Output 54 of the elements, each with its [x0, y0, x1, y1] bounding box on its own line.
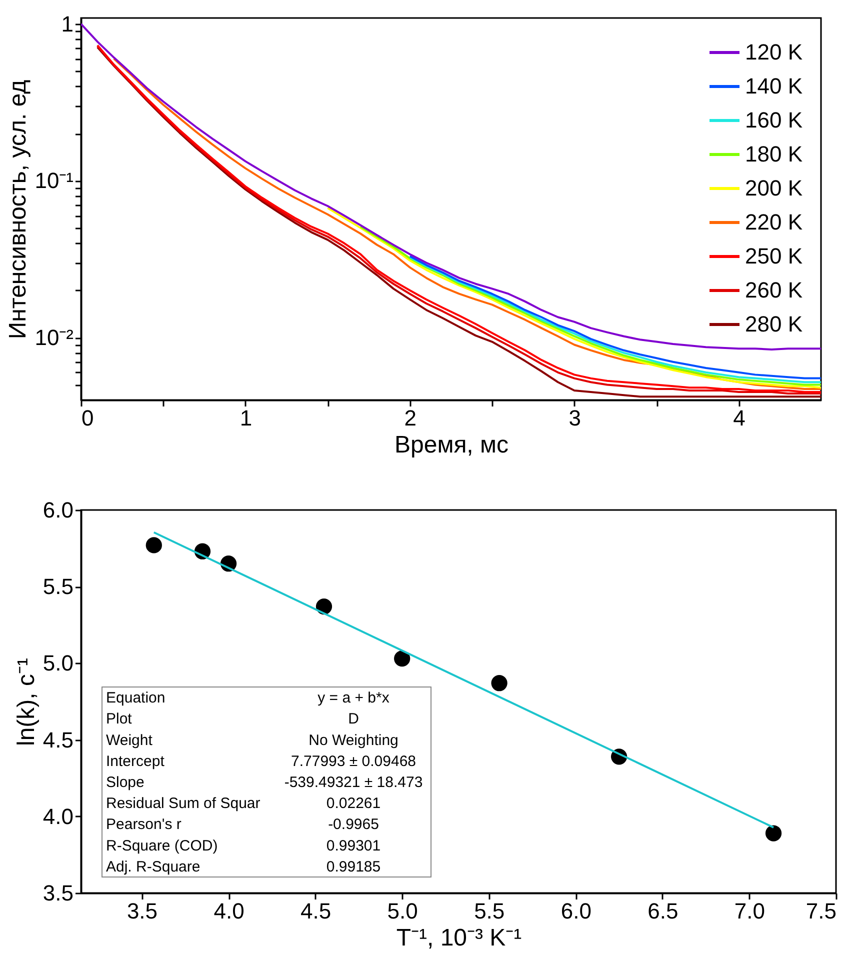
x-tick-label: 2: [404, 406, 417, 430]
y-tick-label: 4.5: [42, 727, 74, 752]
y-tick-label: 10⁻¹: [34, 168, 74, 194]
y-tick-label: 1: [61, 11, 74, 36]
x-tick-label: 4.0: [214, 898, 244, 924]
annotation: Adj. R-Square: [106, 858, 200, 876]
annotation: Plot: [106, 710, 133, 728]
x-tick-label: 3: [568, 406, 581, 430]
x-tick-label: 5.0: [387, 898, 418, 924]
annotation: No Weighting: [308, 732, 398, 749]
legend-label: 200 K: [745, 176, 803, 200]
legend-label: 280 K: [745, 312, 803, 336]
x-tick-label: 5.5: [474, 898, 505, 924]
x-tick-label: 7.5: [806, 898, 836, 924]
annotation: 0.02261: [326, 795, 381, 812]
annotation: y = a + b*x: [318, 690, 390, 707]
x-tick-label: 1: [240, 406, 252, 430]
annotation: 0.99301: [326, 837, 381, 854]
annotation: 0.99185: [326, 858, 381, 876]
legend-label: 250 K: [745, 244, 803, 268]
y-axis-title: ln(k), c⁻¹: [12, 658, 40, 746]
y-tick-label: 10⁻²: [34, 325, 74, 350]
annotation: D: [348, 710, 360, 728]
annotation: R-Square (COD): [106, 837, 218, 854]
x-tick-label: 4: [733, 406, 746, 430]
x-tick-label: 0: [82, 406, 94, 430]
legend-label: 180 K: [745, 142, 803, 166]
x-tick-label: 4.5: [300, 898, 332, 924]
y-tick-label: 5.0: [42, 650, 74, 676]
annotation: Equation: [106, 690, 166, 707]
annotation: Weight: [106, 732, 154, 749]
annotation: Residual Sum of Squar: [106, 795, 260, 812]
legend-label: 140 K: [745, 74, 803, 98]
legend-label: 260 K: [745, 278, 803, 302]
x-tick-label: 6.0: [560, 898, 592, 924]
annotation: -0.9965: [328, 816, 379, 834]
legend-label: 220 K: [745, 210, 803, 234]
x-tick-label: 7.0: [734, 898, 766, 924]
x-tick-label: 6.5: [648, 898, 678, 924]
annotation: 7.77993 ± 0.09468: [290, 752, 416, 770]
y-tick-label: 6.0: [42, 498, 74, 522]
y-tick-label: 3.5: [42, 880, 74, 906]
legend-label: 120 K: [745, 40, 803, 64]
x-axis-title: Время, мс: [394, 432, 509, 458]
annotation: -539.49321 ± 18.473: [284, 774, 423, 791]
y-axis-title: Интенсивность, усл. ед: [4, 80, 32, 340]
legend-label: 160 K: [745, 108, 803, 132]
y-tick-label: 5.5: [42, 574, 74, 600]
x-axis-title: T⁻¹, 10⁻³ K⁻¹: [396, 924, 522, 952]
annotation: Pearson's r: [106, 816, 182, 834]
y-tick-label: 4.0: [42, 804, 74, 829]
annotation: Intercept: [106, 752, 166, 770]
annotation: Slope: [106, 774, 144, 791]
x-tick-label: 3.5: [126, 898, 158, 924]
